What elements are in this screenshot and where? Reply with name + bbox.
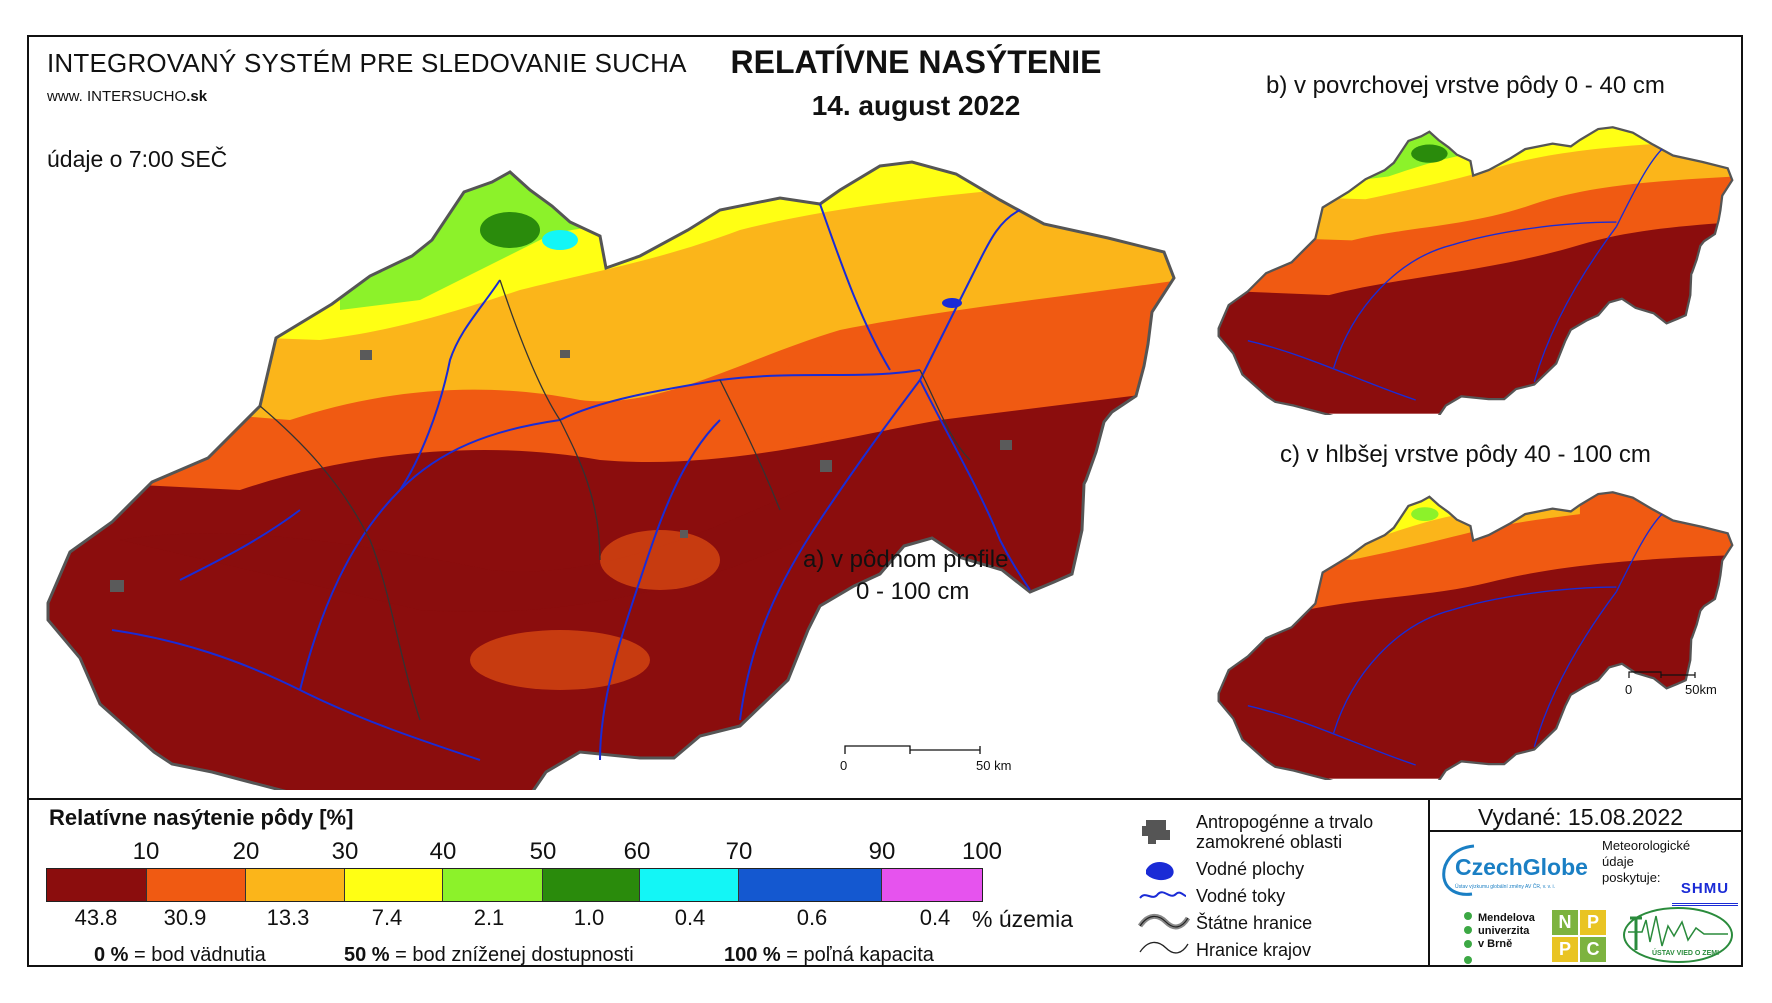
czechglobe-subtitle: Ústav výzkumu globální změny AV ČR, v. v… bbox=[1455, 884, 1556, 890]
key-rivers: Vodné toky bbox=[1196, 886, 1286, 906]
page-title: RELATÍVNE NASÝTENIE bbox=[730, 44, 1102, 80]
legend-tick: 60 bbox=[623, 838, 651, 865]
legend-divider bbox=[27, 798, 1743, 800]
key-water-bodies: Vodné plochy bbox=[1196, 859, 1305, 879]
share-unit: % územia bbox=[972, 906, 1073, 932]
credits-divider bbox=[1428, 798, 1430, 967]
map-c-deep-layer bbox=[1217, 491, 1734, 780]
mendel-line1: Mendelova bbox=[1478, 912, 1535, 924]
map-a-label-line2: 0 - 100 cm bbox=[856, 578, 970, 605]
small-scale-bar bbox=[1628, 671, 1696, 678]
state-border-icon bbox=[1138, 914, 1190, 930]
note-0-value: 0 % bbox=[94, 944, 129, 966]
mendel-line2: univerzita bbox=[1478, 925, 1530, 937]
legend-tick: 70 bbox=[725, 838, 753, 865]
mendel-dots-icon bbox=[1464, 912, 1472, 964]
key-state-borders: Štátne hranice bbox=[1196, 913, 1313, 933]
legend-share: 13.3 bbox=[266, 905, 310, 930]
legend-share: 0.6 bbox=[796, 905, 828, 930]
anthropogenic-area-icon bbox=[1142, 820, 1170, 844]
legend-swatch bbox=[543, 869, 640, 901]
legend-swatch bbox=[47, 869, 147, 901]
note-0-text: = bod vädnutia bbox=[134, 944, 266, 966]
nppc-p2: P bbox=[1552, 937, 1578, 962]
website-url[interactable]: www. INTERSUCHO.sk bbox=[47, 88, 207, 105]
system-name: INTEGROVANÝ SYSTÉM PRE SLEDOVANIE SUCHA bbox=[47, 48, 687, 78]
shmu-text: SHMU bbox=[1680, 880, 1730, 897]
legend-color-bar bbox=[46, 868, 983, 902]
key-region-borders: Hranice krajov bbox=[1196, 940, 1312, 960]
issued-divider bbox=[1428, 830, 1743, 832]
legend-share: 43.8 bbox=[74, 905, 118, 930]
url-name: INTERSUCHO bbox=[87, 88, 187, 105]
czechglobe-logo: CzechGlobe bbox=[1455, 854, 1588, 880]
main-map bbox=[46, 160, 1176, 790]
legend-tick: 100 bbox=[961, 838, 1003, 865]
note-50-value: 50 % bbox=[344, 944, 390, 966]
map-b-surface-layer bbox=[1217, 126, 1734, 415]
small-scale-start: 0 bbox=[1625, 682, 1633, 697]
legend-share: 0.4 bbox=[919, 905, 951, 930]
nppc-n: N bbox=[1552, 910, 1578, 935]
note-wilting: 0 % = bod vädnutia bbox=[94, 944, 266, 967]
legend-swatch bbox=[640, 869, 739, 901]
meteo-provider-note: Meteorologické údaje poskytuje: bbox=[1602, 838, 1690, 886]
legend-tick: 90 bbox=[868, 838, 896, 865]
main-scale-start: 0 bbox=[840, 758, 848, 773]
note-50-text: = bod zníženej dostupnosti bbox=[395, 944, 634, 966]
note-100-text: = poľná kapacita bbox=[786, 944, 934, 966]
note-capacity: 100 % = poľná kapacita bbox=[724, 944, 934, 967]
legend-share: 0.4 bbox=[674, 905, 706, 930]
note-100-value: 100 % bbox=[724, 944, 781, 966]
nppc-logo: N P P C bbox=[1552, 910, 1606, 962]
river-icon bbox=[1139, 891, 1187, 899]
uvz-logo-graphic bbox=[1623, 907, 1733, 963]
uvz-name: ÚSTAV VIED O ZEMI bbox=[1652, 950, 1720, 957]
legend-share: 30.9 bbox=[163, 905, 207, 930]
nppc-c: C bbox=[1580, 937, 1606, 962]
issued-date: Vydané: 15.08.2022 bbox=[1478, 804, 1684, 830]
legend-tick: 40 bbox=[429, 838, 457, 865]
legend-swatch bbox=[246, 869, 345, 901]
czechglobe-logo-arc bbox=[1442, 844, 1475, 896]
legend-swatch bbox=[882, 869, 982, 901]
shmu-logo: SHMU bbox=[1672, 875, 1738, 906]
time-note: údaje o 7:00 SEČ bbox=[47, 146, 228, 172]
main-scale-bar bbox=[844, 745, 981, 754]
key-anthropogenic: Antropogénne a trvalo zamokrené oblasti bbox=[1196, 812, 1374, 852]
nppc-p1: P bbox=[1580, 910, 1606, 935]
legend-swatch bbox=[739, 869, 882, 901]
meteo-line2: údaje bbox=[1602, 854, 1634, 869]
legend-swatch bbox=[443, 869, 543, 901]
meteo-line3: poskytuje: bbox=[1602, 870, 1661, 885]
map-a-label-line1: a) v pôdnom profile bbox=[803, 546, 1009, 573]
legend-swatch bbox=[345, 869, 443, 901]
legend-share: 7.4 bbox=[371, 905, 403, 930]
mendel-university: Mendelova univerzita v Brně bbox=[1478, 912, 1535, 951]
main-scale-end: 50 km bbox=[976, 758, 1012, 773]
legend-tick: 30 bbox=[331, 838, 359, 865]
meteo-line1: Meteorologické bbox=[1602, 838, 1691, 853]
legend-share: 1.0 bbox=[573, 905, 605, 930]
water-body-icon bbox=[1146, 862, 1174, 881]
legend-share: 2.1 bbox=[473, 905, 505, 930]
legend-title: Relatívne nasýtenie pôdy [%] bbox=[49, 805, 354, 830]
url-prefix: www. bbox=[47, 88, 83, 105]
map-c-label: c) v hlbšej vrstve pôdy 40 - 100 cm bbox=[1280, 441, 1651, 468]
small-scale-end: 50km bbox=[1685, 682, 1717, 697]
legend-tick: 50 bbox=[529, 838, 557, 865]
map-b-label: b) v povrchovej vrstve pôdy 0 - 40 cm bbox=[1266, 72, 1665, 99]
legend-swatch bbox=[147, 869, 246, 901]
map-date: 14. august 2022 bbox=[811, 90, 1021, 121]
url-suffix: .sk bbox=[186, 88, 208, 105]
legend-tick: 20 bbox=[232, 838, 260, 865]
note-reduced: 50 % = bod zníženej dostupnosti bbox=[344, 944, 634, 967]
region-border-icon bbox=[1139, 941, 1189, 954]
mendel-line3: v Brně bbox=[1478, 938, 1513, 950]
legend-tick: 10 bbox=[132, 838, 160, 865]
